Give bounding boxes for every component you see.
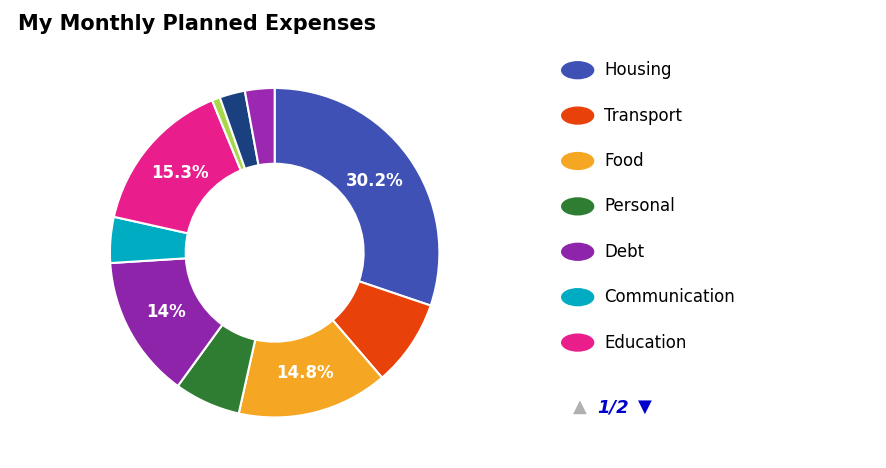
Text: Food: Food — [604, 152, 644, 170]
Text: 14.8%: 14.8% — [276, 364, 333, 381]
Wedge shape — [114, 100, 241, 234]
Text: 14%: 14% — [146, 303, 186, 321]
Text: Transport: Transport — [604, 107, 682, 124]
Text: ▲: ▲ — [573, 398, 587, 416]
Wedge shape — [275, 88, 439, 306]
Text: ▼: ▼ — [638, 398, 652, 416]
Text: 30.2%: 30.2% — [346, 172, 404, 190]
Wedge shape — [178, 325, 255, 414]
Text: Debt: Debt — [604, 243, 644, 261]
Wedge shape — [245, 88, 275, 165]
Text: Education: Education — [604, 334, 687, 351]
Text: Personal: Personal — [604, 197, 675, 215]
Wedge shape — [220, 91, 259, 169]
Text: 1/2: 1/2 — [597, 398, 629, 416]
Text: 15.3%: 15.3% — [152, 164, 209, 182]
Wedge shape — [110, 217, 188, 263]
Wedge shape — [238, 320, 382, 417]
Text: My Monthly Planned Expenses: My Monthly Planned Expenses — [18, 14, 376, 34]
Wedge shape — [212, 97, 245, 170]
Text: Communication: Communication — [604, 288, 735, 306]
Wedge shape — [332, 281, 431, 378]
Wedge shape — [110, 258, 222, 386]
Text: Housing: Housing — [604, 61, 672, 79]
